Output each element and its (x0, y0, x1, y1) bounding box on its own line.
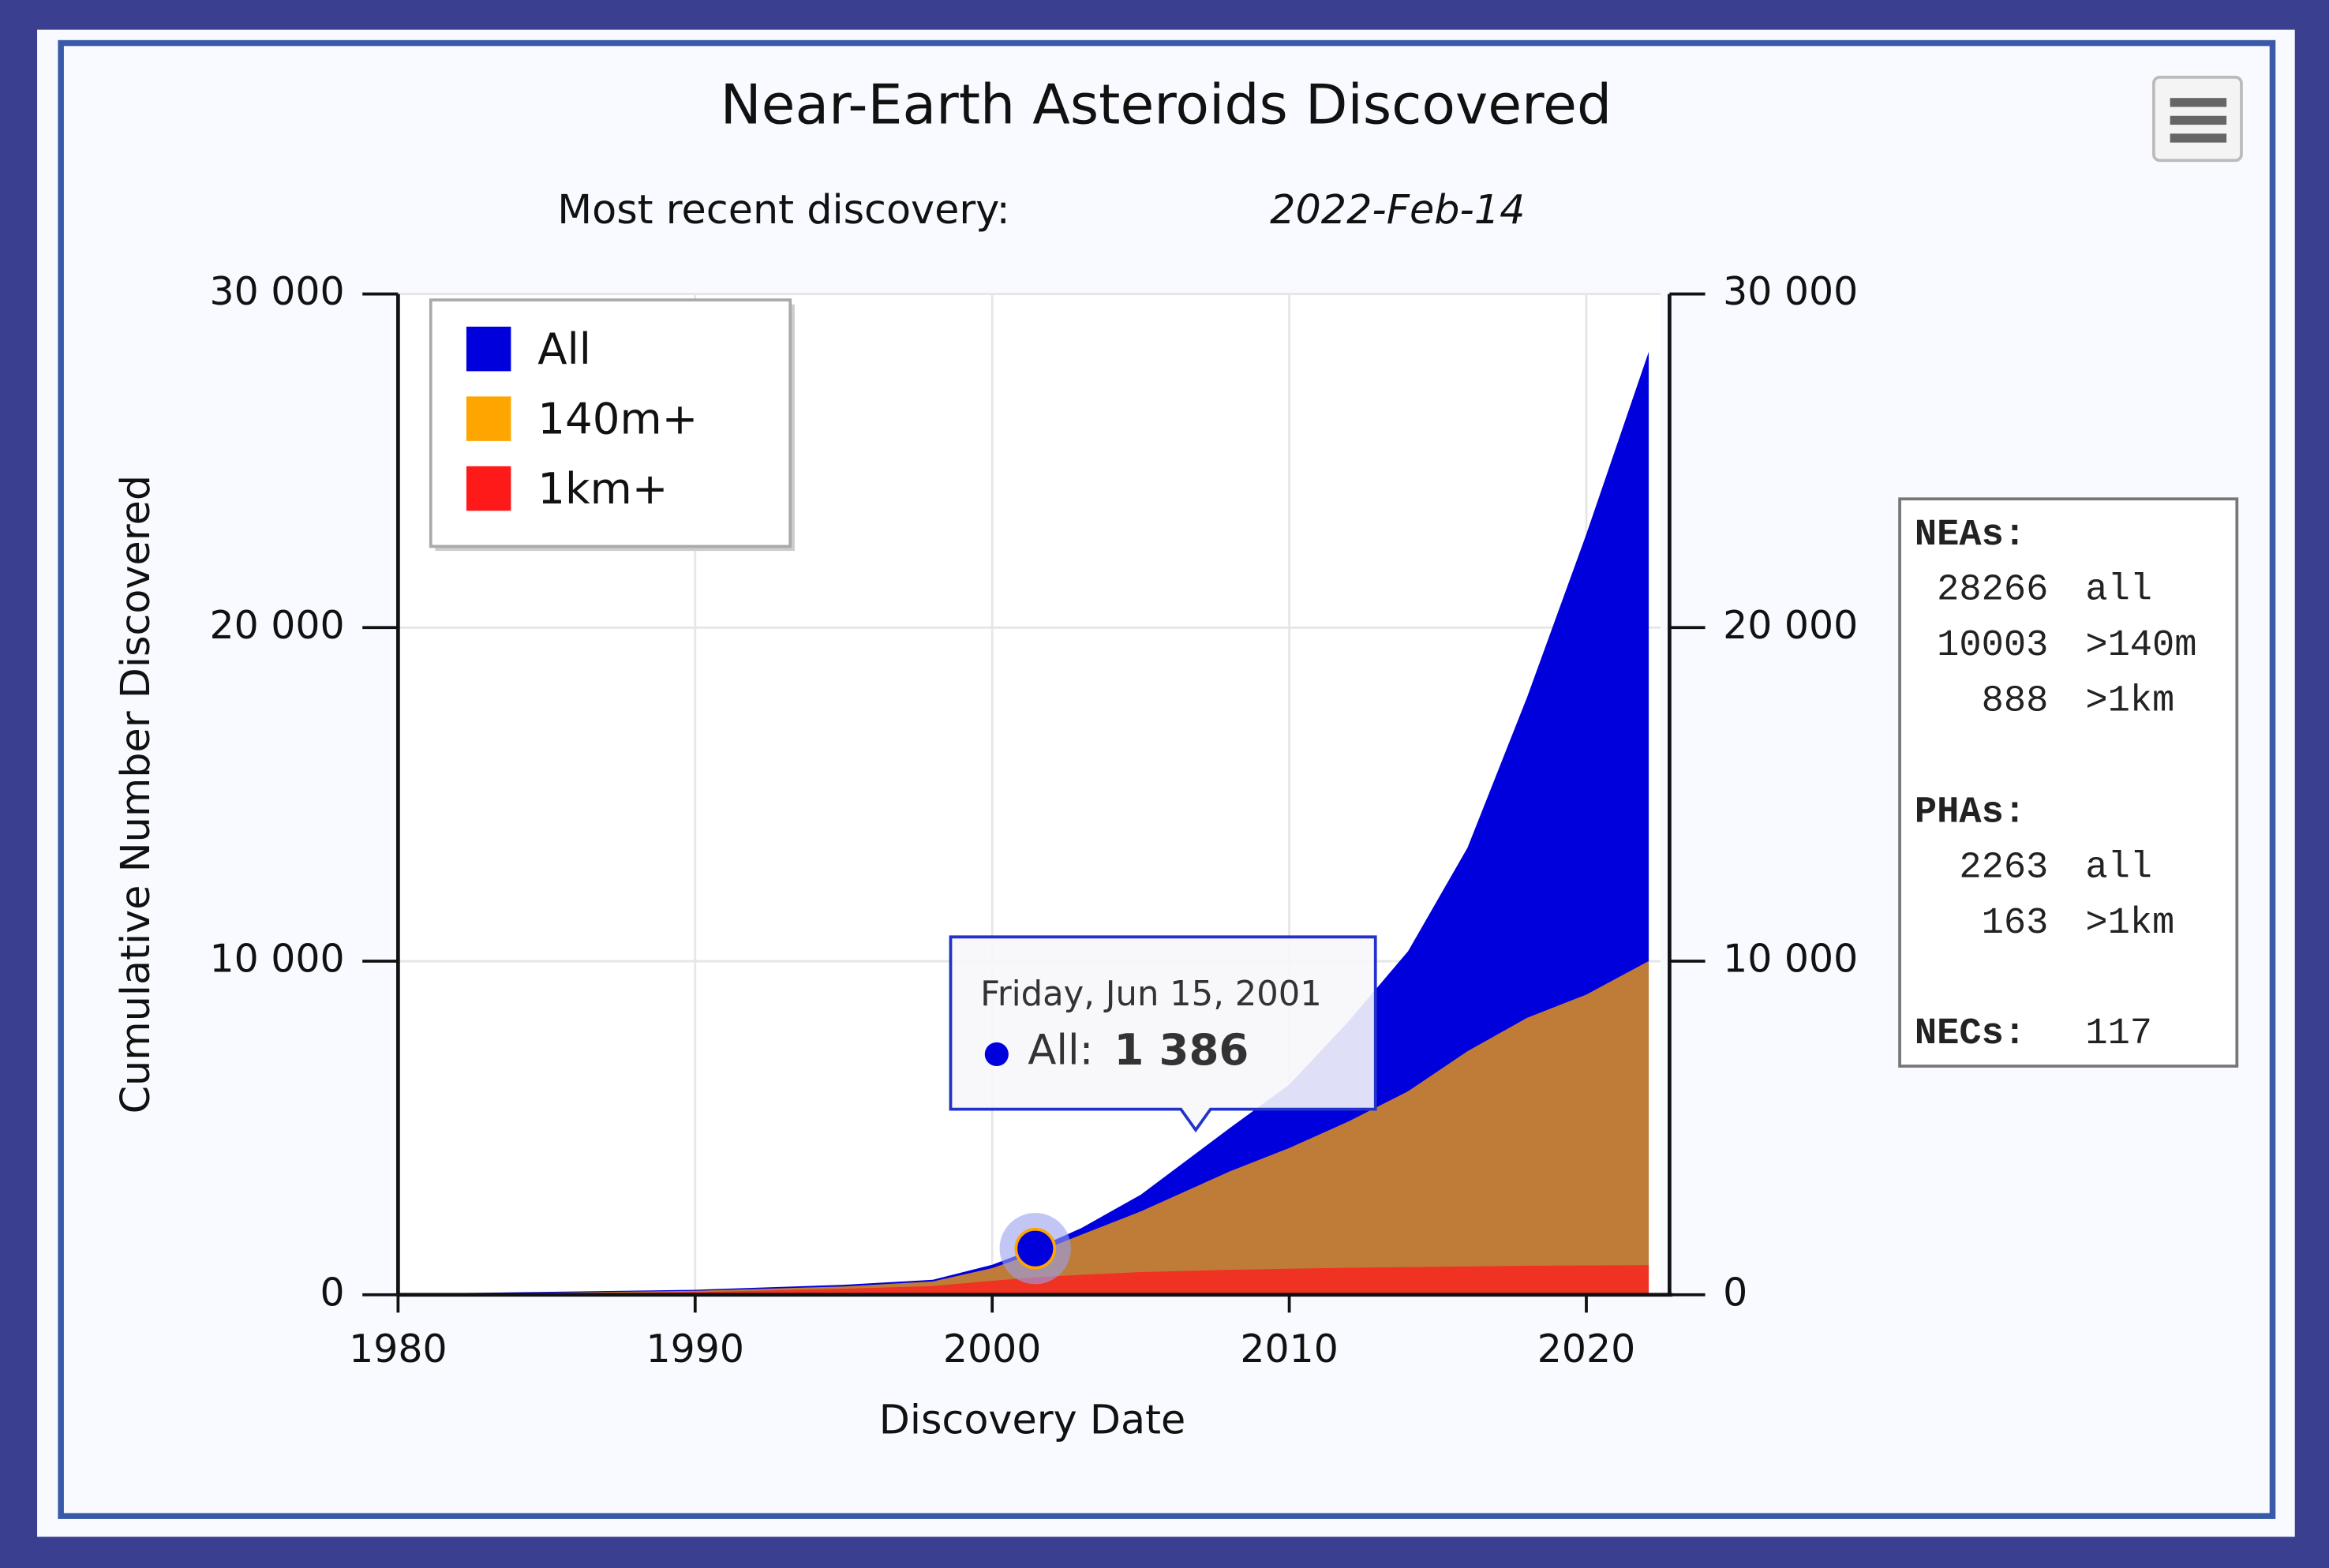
info-label: all (2085, 847, 2152, 889)
subtitle: Most recent discovery: (557, 186, 1009, 233)
info-label: >1km (2085, 903, 2174, 945)
legend-swatch (466, 326, 511, 372)
info-heading: NEAs: (1915, 515, 2026, 556)
info-label: >1km (2085, 681, 2174, 723)
y-tick-label: 30 000 (209, 269, 344, 314)
area (457, 960, 1649, 1295)
info-box: NEAs: 28266 all 10003 >140m 888 >1km PHAs: 2263 a… (1898, 497, 2239, 1068)
subtitle-date: 2022-Feb-14 (1270, 186, 1525, 233)
info-number: 28266 (1937, 569, 2048, 611)
y2-tick-label: 20 000 (1723, 603, 1858, 648)
y2-tick-label: 10 000 (1723, 937, 1858, 982)
tooltip-box (949, 935, 1377, 1133)
tooltip-value: 1 386 (1114, 1024, 1249, 1075)
panel-border (58, 39, 2276, 1519)
info-label: >140m (2085, 625, 2196, 667)
x-tick-label: 1980 (349, 1327, 447, 1372)
chart-title: Near-Earth Asteroids Discovered (721, 73, 1612, 137)
menu-icon-bar (2170, 133, 2227, 143)
x-tick-label: 2000 (943, 1327, 1041, 1372)
info-label: all (2085, 569, 2152, 611)
y-tick-label: 10 000 (209, 937, 344, 982)
tooltip-date: Friday, Jun 15, 2001 (980, 975, 1322, 1014)
info-number: 2263 (1959, 847, 2048, 889)
menu-button[interactable] (2152, 75, 2243, 163)
x-axis-title: Discovery Date (879, 1397, 1186, 1443)
menu-icon-bar (2170, 115, 2227, 125)
info-number: 10003 (1937, 625, 2048, 667)
info-number: 163 (1982, 903, 2049, 945)
x-tick-label: 2020 (1537, 1327, 1635, 1372)
legend-swatch (466, 466, 511, 511)
info-number: 888 (1982, 681, 2049, 723)
legend-swatch (466, 396, 511, 441)
legend-label: All (537, 324, 591, 374)
x-tick-label: 2010 (1240, 1327, 1338, 1372)
hover-point (1014, 1227, 1057, 1270)
legend-label: 1km+ (537, 463, 668, 514)
y-tick-label: 20 000 (209, 603, 344, 648)
area (457, 1265, 1649, 1295)
x-tick-label: 1990 (646, 1327, 744, 1372)
tooltip-dot (984, 1042, 1009, 1067)
info-box-frame (1898, 497, 2239, 1068)
y2-tick-label: 0 (1723, 1270, 1747, 1315)
info-heading: NECs: (1915, 1013, 2026, 1055)
legend-label: 140m+ (537, 394, 698, 444)
y-axis-title: Cumulative Number Discovered (112, 475, 159, 1113)
info-heading: PHAs: (1915, 792, 2026, 834)
menu-icon-bar (2170, 98, 2227, 107)
y2-tick-label: 30 000 (1723, 269, 1858, 314)
y-tick-label: 0 (320, 1270, 344, 1315)
info-number: 117 (2085, 1013, 2152, 1055)
tooltip-label: All: (1028, 1027, 1093, 1075)
